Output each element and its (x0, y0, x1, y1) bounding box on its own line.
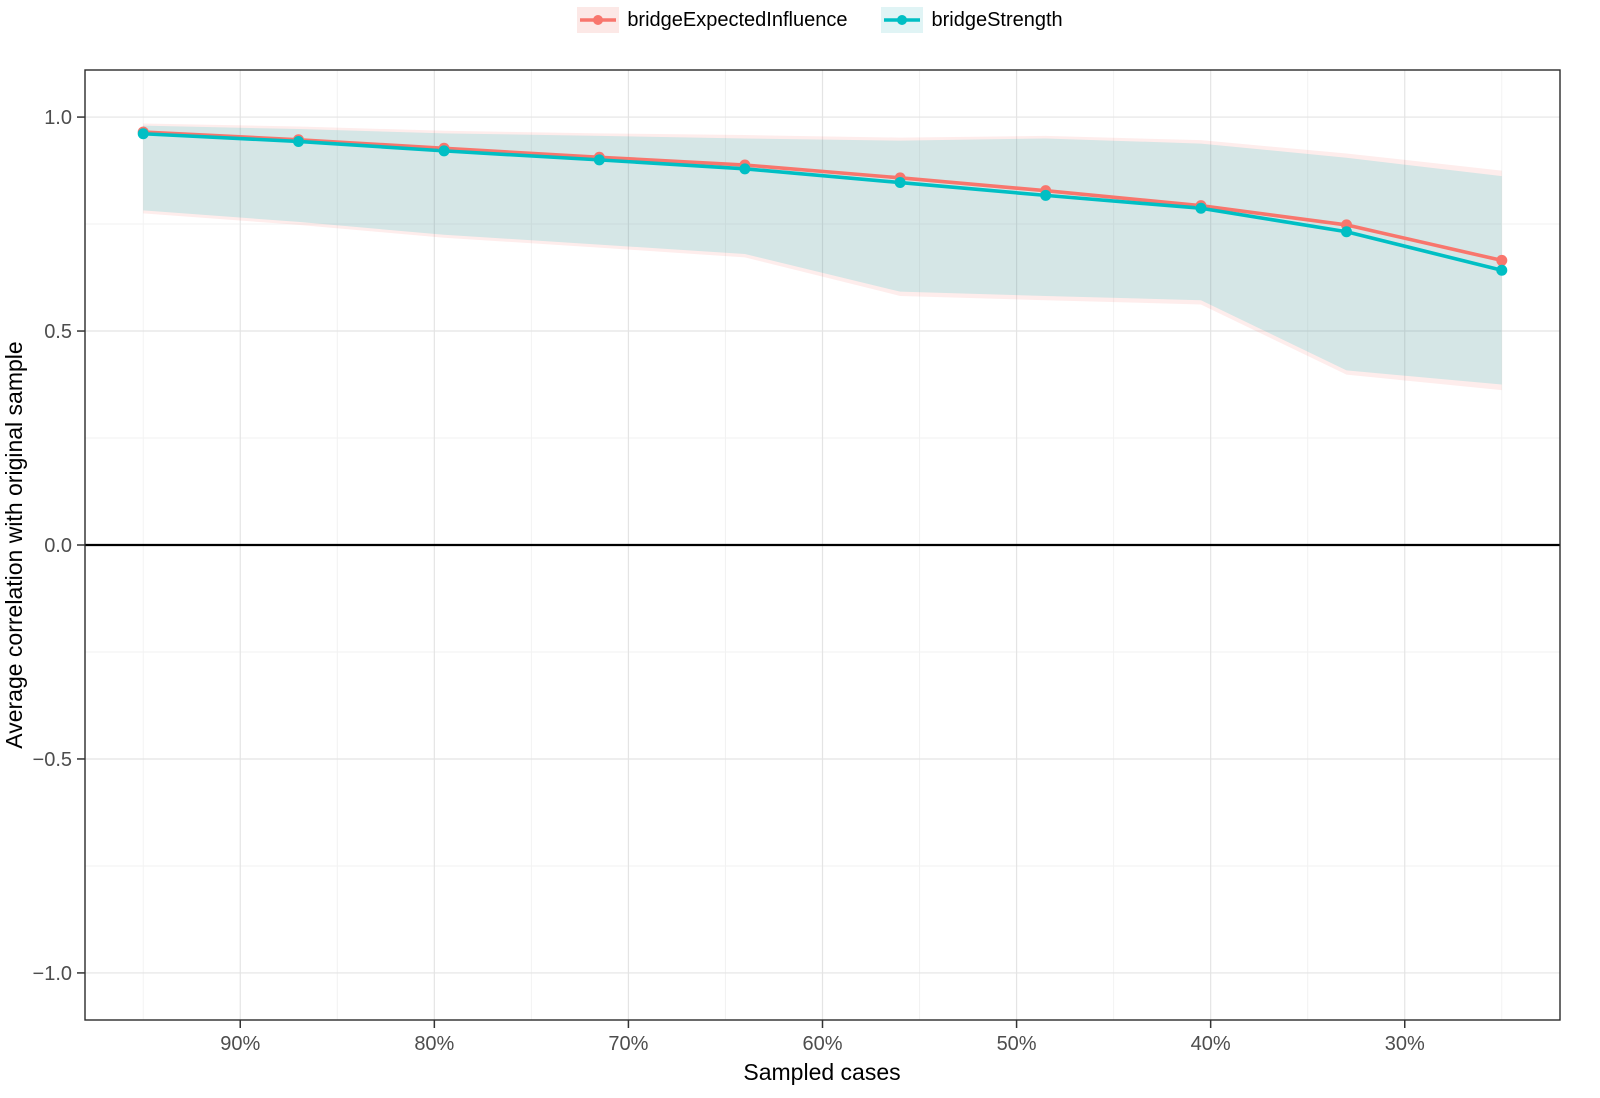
x-tick-label: 40% (1191, 1033, 1231, 1055)
point-bridgeStrength (292, 135, 304, 147)
chart-legend: bridgeExpectedInfluence bridgeStrength (0, 0, 1600, 40)
x-tick-label: 90% (220, 1033, 260, 1055)
point-bridgeStrength (1040, 189, 1052, 201)
point-bridgeStrength (1341, 226, 1353, 238)
y-axis-title: Average correlation with original sample (1, 341, 27, 748)
x-tick-label: 70% (608, 1033, 648, 1055)
point-bridgeStrength (739, 163, 751, 175)
point-bridgeStrength (593, 154, 605, 166)
y-tick-label: 0.0 (44, 535, 72, 557)
point-bridgeStrength (438, 145, 450, 157)
point-bridgeStrength (1496, 264, 1508, 276)
ribbon-bridgeStrength (143, 125, 1502, 385)
series-points (137, 126, 1508, 276)
y-tick-label: 0.5 (44, 321, 72, 343)
stability-chart: 90% 80% 70% 60% 50% 40% 30% 1.0 0.5 0.0 −0.5 −1.0 S… (1, 69, 1561, 1085)
x-tick-label: 50% (997, 1033, 1037, 1055)
point-bridgeStrength (894, 177, 906, 189)
axis-ticks (77, 116, 1406, 1028)
series-lines (141, 130, 1504, 273)
x-tick-label: 80% (414, 1033, 454, 1055)
legend-label: bridgeStrength (931, 8, 1063, 31)
legend-label: bridgeExpectedInfluence (627, 8, 848, 31)
legend-item-bridgeExpectedInfluence: bridgeExpectedInfluence (577, 6, 847, 34)
line-bridgeStrength (141, 131, 1504, 273)
legend-key-icon (881, 7, 924, 33)
tick-labels: 90% 80% 70% 60% 50% 40% 30% 1.0 0.5 0.0 −0.5 −1.0 (33, 107, 1425, 1055)
legend-item-bridgeStrength: bridgeStrength (881, 6, 1063, 34)
x-tick-label: 30% (1385, 1033, 1425, 1055)
point-bridgeExpectedInfluence (1496, 254, 1508, 266)
y-tick-label: −0.5 (33, 749, 72, 771)
y-tick-label: 1.0 (44, 107, 72, 129)
point-bridgeStrength (1195, 202, 1207, 214)
legend-key-icon (577, 7, 620, 33)
x-tick-label: 60% (802, 1033, 842, 1055)
x-axis-title: Sampled cases (743, 1059, 900, 1085)
y-tick-label: −1.0 (33, 963, 72, 985)
point-bridgeStrength (137, 128, 149, 140)
confidence-ribbons (143, 123, 1502, 391)
line-bridgeExpectedInfluence (141, 130, 1504, 263)
ribbon-bridgeExpectedInfluence (143, 123, 1502, 391)
